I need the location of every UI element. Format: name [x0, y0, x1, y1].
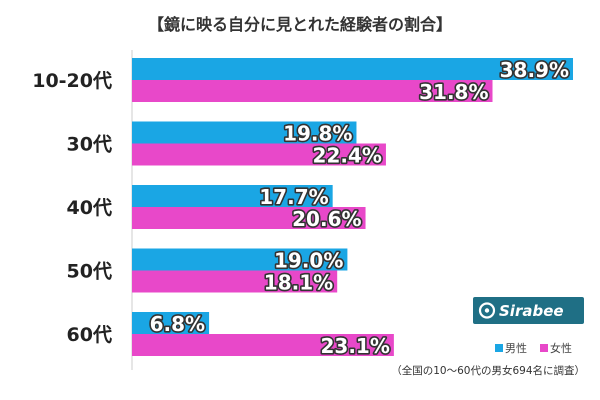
bar-male	[132, 121, 357, 144]
legend-label-male: 男性	[505, 341, 527, 355]
bar-female	[132, 143, 386, 166]
category-label: 50代	[67, 261, 112, 283]
legend-label-female: 女性	[550, 341, 572, 355]
sirabee-logo-icon	[478, 302, 496, 319]
chart-title: 【鏡に映る自分に見とれた経験者の割合】	[148, 15, 452, 34]
value-labels: 38.9% 31.8% 19.8%22.4% 17.7%20.6% 19.0%18.1%…	[148, 56, 571, 359]
bar-female	[132, 80, 493, 102]
logo-background	[473, 297, 584, 324]
data-label: 17.7%	[259, 185, 328, 209]
bar-male	[132, 58, 573, 80]
brand-name: Sirabee	[499, 302, 564, 320]
data-label: 38.9%	[500, 58, 569, 82]
data-label: 18.1%	[264, 271, 333, 295]
bar-female	[132, 270, 338, 293]
category-label: 40代	[67, 197, 112, 219]
category-label: 30代	[67, 134, 112, 156]
bar-male	[132, 312, 210, 334]
bar-female	[132, 334, 394, 356]
category-label: 60代	[67, 324, 112, 346]
data-label: 19.8%	[283, 122, 352, 146]
category-labels: 10-20代 30代 40代 50代 60代	[32, 70, 112, 346]
brand-logo: Sirabee	[473, 297, 584, 324]
data-label: 19.0%	[274, 249, 343, 273]
bar-male	[132, 185, 333, 207]
bar-female	[132, 207, 366, 229]
data-label: 31.8%	[419, 80, 488, 104]
data-label: 6.8%	[150, 312, 205, 336]
legend-swatch-male	[495, 344, 503, 352]
data-label: 22.4%	[313, 144, 382, 168]
legend: 男性 女性	[495, 341, 572, 355]
data-label: 23.1%	[320, 334, 389, 358]
legend-swatch-female	[540, 344, 548, 352]
bars	[132, 58, 573, 356]
bar-male	[132, 248, 348, 271]
data-label: 20.6%	[292, 207, 361, 231]
category-label: 10-20代	[32, 70, 112, 92]
footnote: （全国の10～60代の男女694名に調査）	[391, 364, 585, 377]
